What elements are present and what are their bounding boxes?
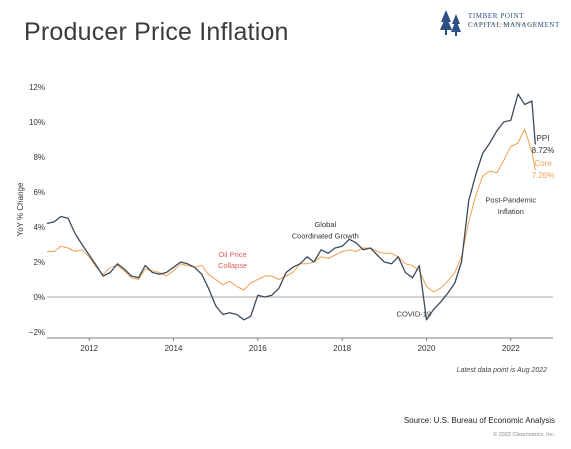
annotation-label: Collapse bbox=[218, 261, 247, 270]
x-tick-label: 2022 bbox=[502, 344, 520, 353]
ppi-label: PPI bbox=[537, 134, 550, 143]
y-tick-label: 10% bbox=[29, 118, 45, 127]
series-line-ppi bbox=[46, 93, 536, 321]
series-line-core bbox=[47, 128, 536, 293]
y-tick-label: −2% bbox=[29, 328, 45, 337]
y-tick-label: 2% bbox=[33, 258, 45, 267]
annotation-label: COVID-19 bbox=[397, 309, 432, 318]
y-tick-label: 4% bbox=[33, 223, 45, 232]
core-label: Core bbox=[534, 159, 552, 168]
latest-data-note: Latest data point is Aug 2022 bbox=[456, 367, 547, 374]
chart-title: Producer Price Inflation bbox=[24, 18, 289, 46]
y-tick-label: 6% bbox=[33, 188, 45, 197]
logo-line-1: TIMBER POINT bbox=[468, 12, 525, 20]
annotation-label: Oil Price bbox=[218, 250, 246, 259]
y-tick-label: 8% bbox=[33, 153, 45, 162]
y-tick-label: 12% bbox=[29, 83, 45, 92]
source-text: Source: U.S. Bureau of Economic Analysis bbox=[403, 416, 555, 425]
y-axis-label: YoY % Change bbox=[16, 182, 25, 236]
logo-line-2: CAPITAL MANAGEMENT bbox=[468, 21, 560, 29]
annotation-label: Post-Pandemic bbox=[485, 196, 536, 205]
x-tick-label: 2020 bbox=[418, 344, 436, 353]
ppi-value-label: 8.72% bbox=[532, 146, 555, 155]
x-tick-label: 2012 bbox=[80, 344, 98, 353]
y-tick-label: 0% bbox=[33, 293, 45, 302]
annotation-label: Inflation bbox=[498, 207, 524, 216]
logo-tree-icon bbox=[440, 10, 538, 36]
x-tick-label: 2018 bbox=[333, 344, 351, 353]
annotation-label: Global bbox=[314, 220, 336, 229]
x-tick-label: 2016 bbox=[249, 344, 267, 353]
x-tick-label: 2014 bbox=[165, 344, 183, 353]
annotation-label: Coordinated Growth bbox=[292, 231, 359, 240]
copyright-text: © 2022 Clearnomics, Inc. bbox=[493, 432, 555, 438]
core-value-label: 7.26% bbox=[532, 171, 555, 180]
